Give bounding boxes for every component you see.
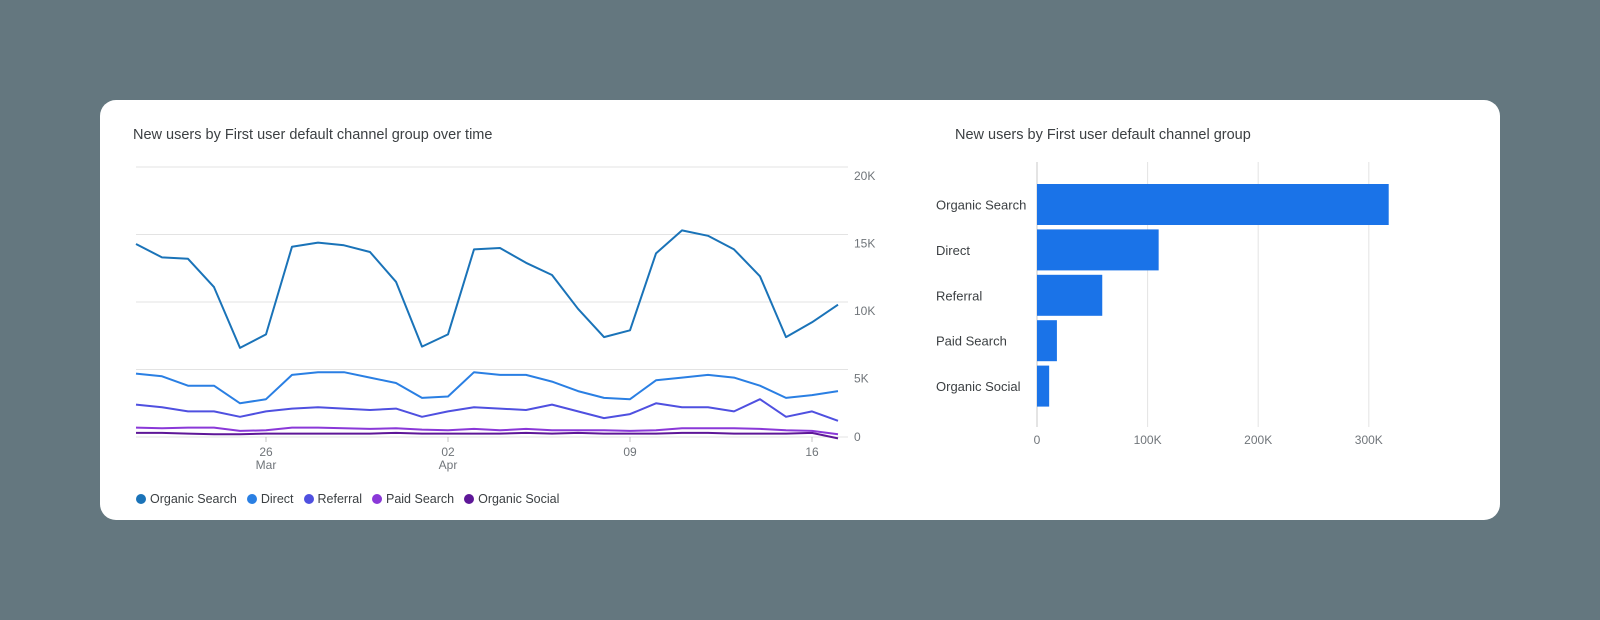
- series-line-direct: [135, 371, 839, 405]
- y-tick-label: 15K: [854, 237, 875, 251]
- line-chart-title: New users by First user default channel …: [133, 127, 493, 143]
- bar-category-label: Paid Search: [936, 334, 1007, 349]
- series-line-paid-search: [135, 426, 839, 436]
- legend-item-organic-social[interactable]: Organic Social: [464, 492, 559, 506]
- x-tick-label: 02: [441, 445, 455, 459]
- legend-dot-icon: [464, 494, 475, 504]
- legend-item-direct[interactable]: Direct: [246, 492, 294, 506]
- y-tick-label: 0: [854, 430, 861, 444]
- bar-referral[interactable]: [1037, 274, 1103, 316]
- legend-label: Direct: [260, 492, 294, 506]
- bar-category-label: Direct: [936, 243, 970, 258]
- legend-item-organic-search[interactable]: Organic Search: [136, 492, 237, 506]
- legend-label: Organic Social: [478, 492, 560, 506]
- legend-dot-icon: [371, 494, 382, 504]
- legend-dot-icon: [136, 494, 146, 504]
- series-line-referral: [135, 398, 839, 422]
- x-tick-month-label: Mar: [256, 458, 277, 472]
- y-tick-label: 5K: [854, 372, 869, 386]
- y-tick-label: 10K: [854, 304, 875, 318]
- bar-chart-title: New users by First user default channel …: [955, 127, 1251, 143]
- bar-category-label: Organic Social: [936, 379, 1021, 394]
- legend-dot-icon: [303, 494, 314, 504]
- bar-chart: 0 100K 200K 300K Organic Search Direct Referra…: [936, 162, 1389, 447]
- bar-x-tick-label: 300K: [1355, 433, 1383, 447]
- x-tick-label: 16: [805, 445, 819, 459]
- bar-direct[interactable]: [1037, 229, 1159, 271]
- bar-x-tick-label: 200K: [1244, 433, 1272, 447]
- line-chart-legend: Organic Search Direct Referral Paid Search O…: [136, 492, 559, 506]
- bar-organic-search[interactable]: [1037, 184, 1389, 225]
- legend-item-paid-search[interactable]: Paid Search: [371, 492, 455, 506]
- x-tick-label: 26: [259, 445, 273, 459]
- y-tick-label: 20K: [854, 169, 875, 183]
- report-card: New users by First user default channel …: [100, 100, 1500, 520]
- bar-x-tick-label: 0: [1034, 433, 1041, 447]
- bar-category-label: Referral: [936, 288, 982, 303]
- bar-x-tick-label: 100K: [1134, 433, 1162, 447]
- x-tick-month-label: Apr: [439, 458, 458, 472]
- legend-label: Organic Search: [150, 492, 237, 506]
- bar-category-label: Organic Search: [936, 198, 1026, 213]
- bar-organic-social[interactable]: [1037, 365, 1050, 407]
- series-line-organic-search: [135, 229, 839, 349]
- bar-paid-search[interactable]: [1037, 320, 1057, 362]
- series-line-organic-social: [136, 431, 839, 440]
- legend-label: Paid Search: [385, 492, 455, 506]
- legend-dot-icon: [246, 494, 257, 504]
- x-tick-label: 09: [623, 445, 637, 459]
- legend-label: Referral: [317, 492, 362, 506]
- legend-item-referral[interactable]: Referral: [303, 492, 362, 506]
